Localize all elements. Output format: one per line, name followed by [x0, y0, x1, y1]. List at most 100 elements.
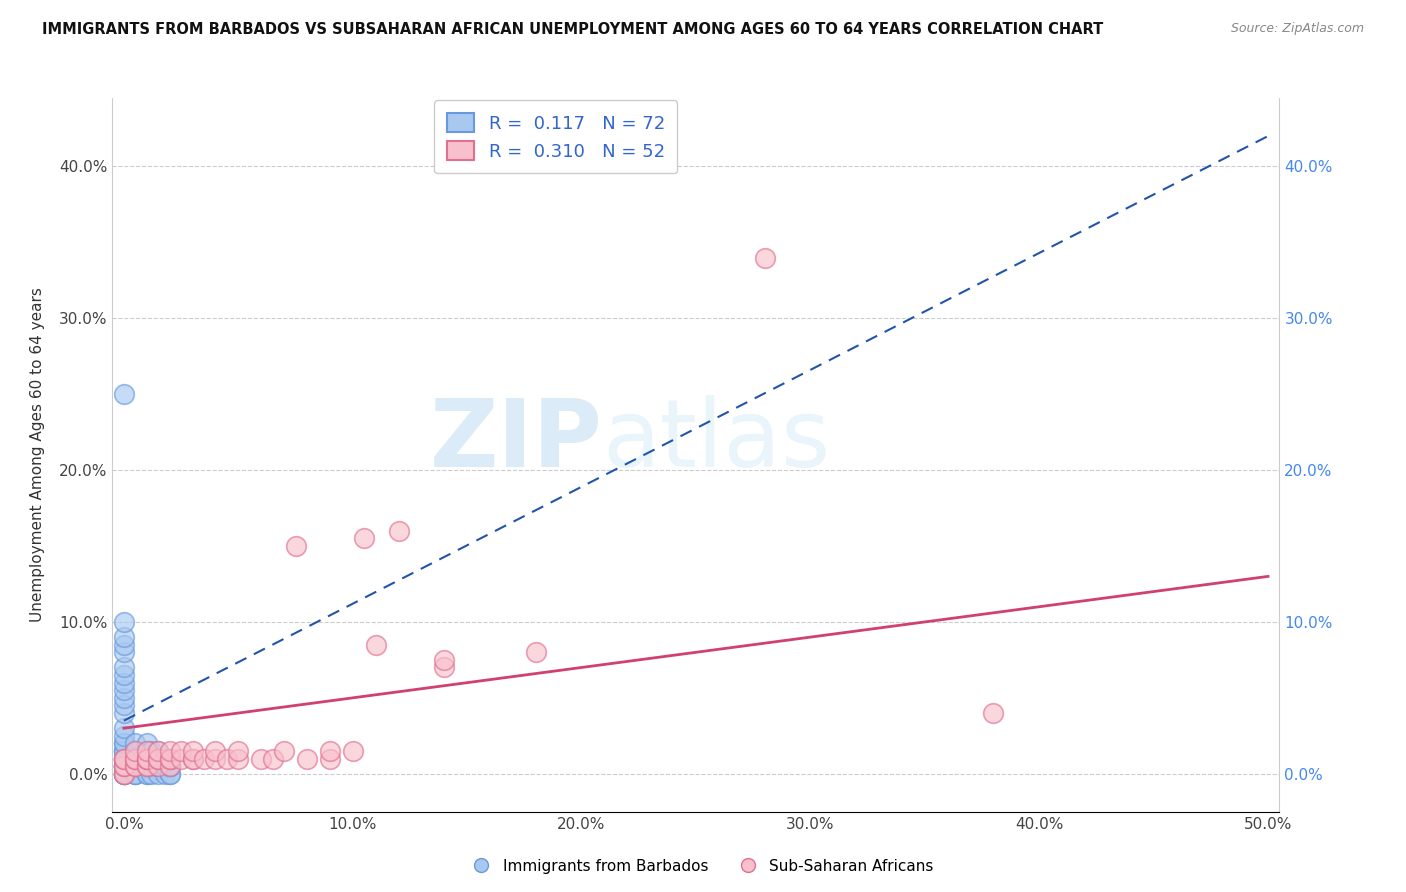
Point	[148, 744, 170, 758]
Point	[262, 751, 284, 765]
Point	[135, 766, 157, 780]
Point	[112, 766, 135, 780]
Point	[141, 759, 163, 773]
Point	[153, 751, 176, 765]
Point	[135, 759, 157, 773]
Point	[112, 759, 135, 773]
Point	[124, 744, 146, 758]
Point	[148, 759, 170, 773]
Point	[170, 744, 193, 758]
Point	[112, 766, 135, 780]
Point	[135, 766, 157, 780]
Point	[112, 668, 135, 682]
Point	[148, 759, 170, 773]
Point	[112, 751, 135, 765]
Point	[135, 751, 157, 765]
Text: IMMIGRANTS FROM BARBADOS VS SUBSAHARAN AFRICAN UNEMPLOYMENT AMONG AGES 60 TO 64 : IMMIGRANTS FROM BARBADOS VS SUBSAHARAN A…	[42, 22, 1104, 37]
Point	[141, 759, 163, 773]
Point	[273, 744, 295, 758]
Point	[112, 751, 135, 765]
Point	[159, 751, 181, 765]
Text: Source: ZipAtlas.com: Source: ZipAtlas.com	[1230, 22, 1364, 36]
Point	[112, 736, 135, 750]
Point	[284, 539, 307, 553]
Point	[148, 751, 170, 765]
Point	[159, 766, 181, 780]
Point	[124, 759, 146, 773]
Point	[135, 736, 157, 750]
Point	[387, 524, 409, 538]
Point	[124, 766, 146, 780]
Point	[112, 744, 135, 758]
Point	[135, 751, 157, 765]
Legend: R =  0.117   N = 72, R =  0.310   N = 52: R = 0.117 N = 72, R = 0.310 N = 52	[434, 100, 678, 173]
Point	[112, 744, 135, 758]
Point	[141, 744, 163, 758]
Point	[215, 751, 238, 765]
Point	[148, 751, 170, 765]
Point	[433, 653, 456, 667]
Point	[159, 759, 181, 773]
Point	[983, 706, 1005, 720]
Point	[112, 683, 135, 698]
Point	[124, 766, 146, 780]
Point	[112, 759, 135, 773]
Point	[112, 706, 135, 720]
Point	[181, 744, 204, 758]
Point	[112, 387, 135, 401]
Point	[112, 759, 135, 773]
Point	[148, 759, 170, 773]
Point	[112, 698, 135, 713]
Point	[112, 615, 135, 629]
Point	[112, 729, 135, 743]
Point	[124, 759, 146, 773]
Point	[112, 751, 135, 765]
Point	[159, 751, 181, 765]
Point	[250, 751, 273, 765]
Point	[112, 638, 135, 652]
Point	[153, 759, 176, 773]
Point	[112, 759, 135, 773]
Legend: Immigrants from Barbados, Sub-Saharan Africans: Immigrants from Barbados, Sub-Saharan Af…	[467, 853, 939, 880]
Point	[124, 751, 146, 765]
Point	[524, 645, 547, 659]
Point	[112, 759, 135, 773]
Point	[112, 766, 135, 780]
Point	[112, 744, 135, 758]
Point	[433, 660, 456, 674]
Text: ZIP: ZIP	[430, 394, 603, 487]
Point	[181, 751, 204, 765]
Point	[112, 721, 135, 735]
Point	[141, 766, 163, 780]
Point	[112, 766, 135, 780]
Point	[112, 645, 135, 659]
Point	[124, 751, 146, 765]
Point	[353, 532, 375, 546]
Point	[124, 744, 146, 758]
Point	[754, 251, 776, 265]
Point	[148, 744, 170, 758]
Point	[159, 744, 181, 758]
Point	[124, 736, 146, 750]
Point	[193, 751, 215, 765]
Point	[112, 766, 135, 780]
Point	[112, 630, 135, 644]
Point	[170, 751, 193, 765]
Point	[112, 736, 135, 750]
Point	[135, 744, 157, 758]
Point	[124, 751, 146, 765]
Point	[319, 744, 342, 758]
Point	[124, 759, 146, 773]
Point	[159, 766, 181, 780]
Point	[342, 744, 364, 758]
Point	[141, 751, 163, 765]
Point	[135, 744, 157, 758]
Point	[112, 751, 135, 765]
Point	[228, 751, 250, 765]
Point	[228, 744, 250, 758]
Point	[159, 751, 181, 765]
Point	[112, 751, 135, 765]
Point	[112, 766, 135, 780]
Point	[124, 751, 146, 765]
Point	[295, 751, 318, 765]
